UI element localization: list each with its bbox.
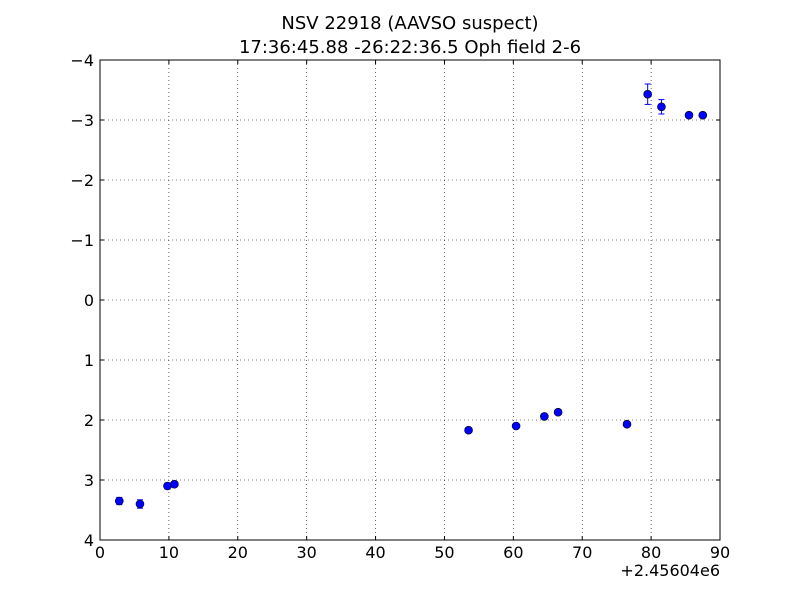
- x-tick-label: 10: [159, 543, 179, 562]
- x-tick-label: 90: [710, 543, 730, 562]
- x-axis-offset-label: +2.45604e6: [620, 561, 720, 580]
- data-point: [553, 407, 563, 417]
- data-point: [698, 110, 708, 120]
- data-point: [114, 496, 124, 506]
- x-tick-label: 30: [296, 543, 316, 562]
- y-tick-label: 1: [84, 351, 94, 370]
- y-tick-label: −3: [70, 111, 94, 130]
- data-point: [643, 89, 652, 99]
- x-tick-label: 40: [365, 543, 385, 562]
- x-tick-label: 80: [641, 543, 661, 562]
- y-tick-label: 2: [84, 411, 94, 430]
- data-point: [684, 110, 694, 120]
- data-point: [657, 102, 666, 112]
- y-tick-label: 0: [84, 291, 94, 310]
- y-tick-label: −4: [70, 51, 94, 70]
- y-tick-label: 4: [84, 531, 94, 550]
- data-point: [135, 499, 145, 509]
- y-tick-label: 3: [84, 471, 94, 490]
- x-tick-label: 60: [503, 543, 523, 562]
- y-tick-label: −1: [70, 231, 94, 250]
- data-point: [622, 419, 632, 429]
- chart-title-line1: NSV 22918 (AAVSO suspect): [281, 13, 538, 34]
- chart-title-line2: 17:36:45.88 -26:22:36.5 Oph field 2-6: [239, 37, 581, 58]
- x-tick-label: 70: [572, 543, 592, 562]
- data-point: [511, 421, 521, 431]
- axis-ticks: 0 10 20 30 40 50 60 70 80 90 −4 −3 −2 −1 0 1 2 3 4: [70, 51, 730, 562]
- data-point: [464, 425, 473, 435]
- x-tick-label: 50: [434, 543, 454, 562]
- x-tick-label: 20: [228, 543, 248, 562]
- y-tick-label: −2: [70, 171, 94, 190]
- data-point: [170, 479, 179, 489]
- data-point: [540, 412, 549, 421]
- x-tick-label: 0: [95, 543, 105, 562]
- data-points: [114, 83, 708, 509]
- plot-area-frame: [99, 59, 721, 541]
